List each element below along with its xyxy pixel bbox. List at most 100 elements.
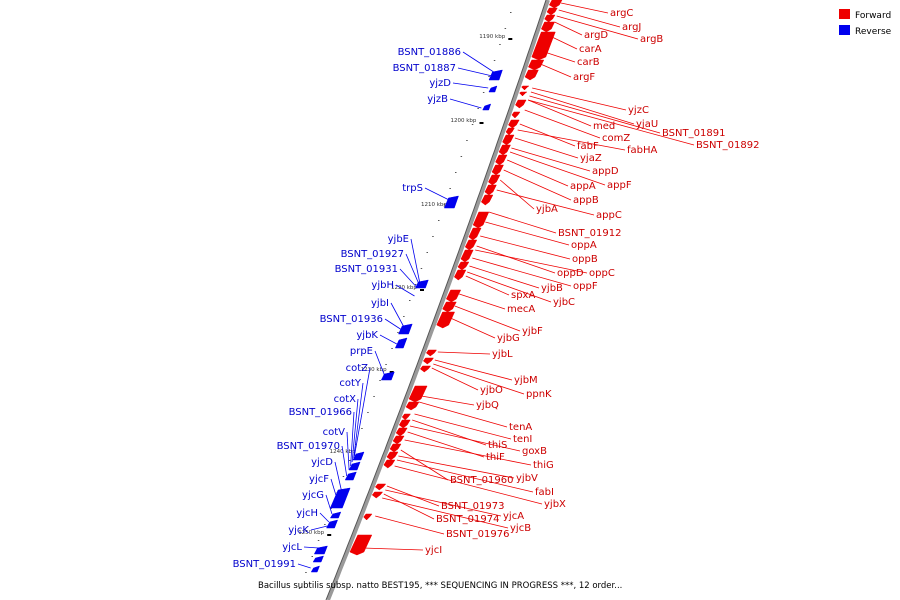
reverse-leader-line [350, 411, 355, 467]
forward-leader-line [434, 359, 513, 381]
reverse-leader-line [330, 478, 338, 501]
forward-gene [419, 365, 432, 373]
forward-leader-line [437, 351, 491, 355]
forward-gene [392, 435, 405, 445]
reverse-gene [398, 323, 413, 335]
genome-backbone [325, 0, 550, 600]
forward-leader-line [421, 395, 475, 406]
forward-gene-label: fabI [535, 487, 554, 498]
reverse-leader-line [346, 431, 350, 471]
forward-gene [508, 119, 520, 129]
tick-label: 1200 kbp [451, 118, 477, 124]
forward-gene-label: argF [573, 72, 595, 83]
minor-tick [482, 92, 485, 93]
forward-gene [464, 239, 478, 251]
reverse-gene-label: cotV [323, 427, 346, 438]
forward-gene-label: carA [579, 44, 602, 55]
forward-leader-line [527, 99, 592, 127]
tick-mark [479, 122, 484, 124]
forward-leader-line [509, 151, 606, 186]
reverse-gene-label: yjzD [429, 78, 451, 89]
minor-tick [379, 380, 381, 381]
forward-gene-label: goxB [522, 446, 547, 457]
reverse-gene [488, 85, 498, 93]
gene-features [310, 0, 563, 573]
legend-forward-label: Forward [855, 11, 891, 21]
forward-leader-line [532, 87, 627, 111]
reverse-gene [310, 565, 320, 573]
reverse-gene-label: BSNT_01966 [289, 407, 352, 418]
forward-leader-line [394, 465, 543, 505]
forward-gene-label: yjaU [636, 119, 658, 130]
reverse-leader-line [310, 525, 328, 531]
tick-label: 1230 kbp [361, 367, 387, 373]
forward-leader-line [530, 91, 635, 125]
legend-reverse-swatch [839, 25, 850, 35]
forward-gene [425, 349, 437, 357]
minor-tick [397, 332, 399, 333]
reverse-leader-line [457, 67, 493, 77]
reverse-leader-line [374, 350, 386, 377]
minor-tick [438, 220, 440, 221]
backbone-line [326, 0, 550, 600]
label-leaders [297, 2, 695, 569]
forward-gene [436, 311, 455, 329]
forward-gene-label: appB [573, 195, 599, 206]
reverse-gene-label: cotX [334, 394, 357, 405]
reverse-gene [344, 471, 357, 481]
reverse-gene-label: yjbI [371, 298, 389, 309]
forward-gene-label: carB [577, 57, 600, 68]
forward-gene-label: BSNT_01974 [436, 514, 499, 525]
reverse-gene-label: BSNT_01991 [233, 559, 296, 570]
reverse-gene-label: trpS [402, 183, 423, 194]
forward-gene [491, 164, 504, 176]
reverse-leader-line [341, 445, 348, 477]
reverse-gene [482, 103, 492, 111]
forward-gene [389, 443, 402, 453]
forward-leader-line [418, 401, 508, 428]
forward-gene-label: appA [570, 181, 596, 192]
forward-gene [453, 269, 467, 281]
tick-label: 1250 kbp [298, 530, 324, 536]
forward-gene [546, 7, 558, 16]
reverse-leader-line [325, 494, 333, 515]
forward-gene-label: BSNT_01976 [446, 529, 509, 540]
forward-leader-line [560, 2, 609, 14]
reverse-gene-label: BSNT_01887 [393, 63, 456, 74]
minor-tick [460, 156, 463, 157]
reverse-gene-label: yjcH [296, 508, 318, 519]
reverse-gene [443, 195, 459, 209]
legend: Forward Reverse [839, 9, 892, 37]
forward-leader-line [472, 257, 572, 287]
forward-gene [524, 69, 539, 81]
forward-leader-line [540, 63, 572, 78]
reverse-leader-line [353, 382, 364, 459]
forward-leader-line [409, 425, 521, 452]
forward-gene-label: yjaZ [580, 153, 602, 164]
forward-gene [502, 134, 515, 146]
tick-label: 1220 kbp [391, 285, 417, 291]
reverse-leader-line [449, 98, 482, 109]
reverse-leader-line [303, 546, 319, 549]
forward-leader-line [519, 123, 576, 147]
forward-leader-line [480, 235, 571, 260]
forward-gene [401, 413, 412, 421]
forward-gene-label: oppF [573, 281, 598, 292]
forward-gene-label: yjbA [536, 204, 558, 215]
forward-gene-label: yjcA [503, 511, 524, 522]
minor-tick [477, 108, 479, 109]
forward-gene [544, 14, 556, 23]
reverse-leader-line [410, 238, 420, 283]
reverse-gene-label: cotY [339, 378, 362, 389]
reverse-gene [312, 555, 324, 563]
forward-gene-label: yjbX [544, 499, 566, 510]
reverse-leader-line [351, 398, 359, 463]
forward-leader-line [382, 497, 509, 529]
reverse-gene [394, 337, 408, 349]
minor-tick [305, 572, 307, 573]
forward-gene [495, 154, 508, 166]
forward-gene-label: argJ [622, 22, 641, 33]
forward-leader-line [475, 249, 588, 274]
forward-gene [442, 301, 457, 313]
